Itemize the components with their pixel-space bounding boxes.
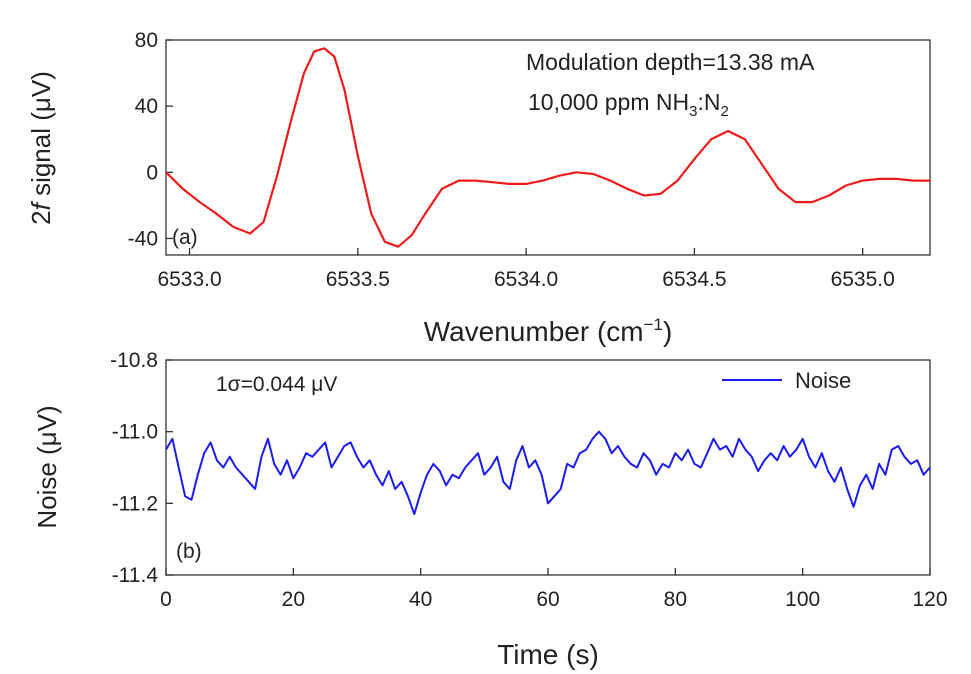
panel-b-x-tick-label: 40 xyxy=(409,588,432,611)
panel-a-y-tick-label: 40 xyxy=(135,95,158,118)
panel-a-y-tick-label: -40 xyxy=(128,227,158,250)
series-noise-line xyxy=(166,430,930,516)
panel-b-y-tick-label: -11.4 xyxy=(112,564,159,587)
panel-a-x-tick-label: 6534.0 xyxy=(494,268,558,291)
panel-a-y-axis-label: 2f signal (μV) xyxy=(26,71,56,225)
panel-a-x-tick-label: 6535.0 xyxy=(831,268,895,291)
panel-b-x-tick-label: 80 xyxy=(664,588,687,611)
panel-a-x-axis-label: Wavenumber (cm−1) xyxy=(424,315,673,347)
panel-b-y-tick-label: -10.8 xyxy=(110,349,158,372)
panel-b: 0 20 40 60 80 100 120 -11.4 -11.2 -11.0 -10.8 Nois… xyxy=(32,349,948,670)
panel-b-x-tick-label: 0 xyxy=(160,588,172,611)
panel-a-x-tick-label: 6533.5 xyxy=(326,268,390,291)
panel-b-x-axis-label: Time (s) xyxy=(497,639,599,670)
panel-b-x-tick-label: 20 xyxy=(282,588,305,611)
series-2f-signal-line xyxy=(166,47,930,248)
panel-b-y-axis-label: Noise (μV) xyxy=(32,405,62,528)
annotation-sigma: 1σ=0.044 μV xyxy=(216,373,337,396)
panel-a-y-tick-label: 0 xyxy=(146,161,158,184)
panel-b-y-tick-label: -11.0 xyxy=(112,421,158,444)
legend-noise-label: Noise xyxy=(795,368,851,393)
panel-b-x-tick-label: 60 xyxy=(536,588,559,611)
panel-b-x-tick-label: 100 xyxy=(785,588,820,611)
panel-a-y-tick-label: 80 xyxy=(135,29,158,52)
legend: Noise xyxy=(722,368,851,393)
panel-b-y-tick-label: -11.2 xyxy=(112,492,158,515)
panel-a-x-tick-label: 6533.0 xyxy=(157,268,221,291)
panel-b-x-tick-label: 120 xyxy=(912,588,947,611)
annotation-modulation-depth: Modulation depth=13.38 mA xyxy=(526,49,815,75)
annotation-concentration: 10,000 ppm NH3:N2 xyxy=(528,89,729,120)
panel-b-label: (b) xyxy=(176,540,202,563)
panel-a-frame xyxy=(165,39,931,256)
panel-a: 6533.0 6533.5 6534.0 6534.5 6535.0 -40 0 40 80 2… xyxy=(26,29,931,347)
panel-a-x-tick-label: 6534.5 xyxy=(662,268,726,291)
panel-a-label: (a) xyxy=(172,226,198,249)
